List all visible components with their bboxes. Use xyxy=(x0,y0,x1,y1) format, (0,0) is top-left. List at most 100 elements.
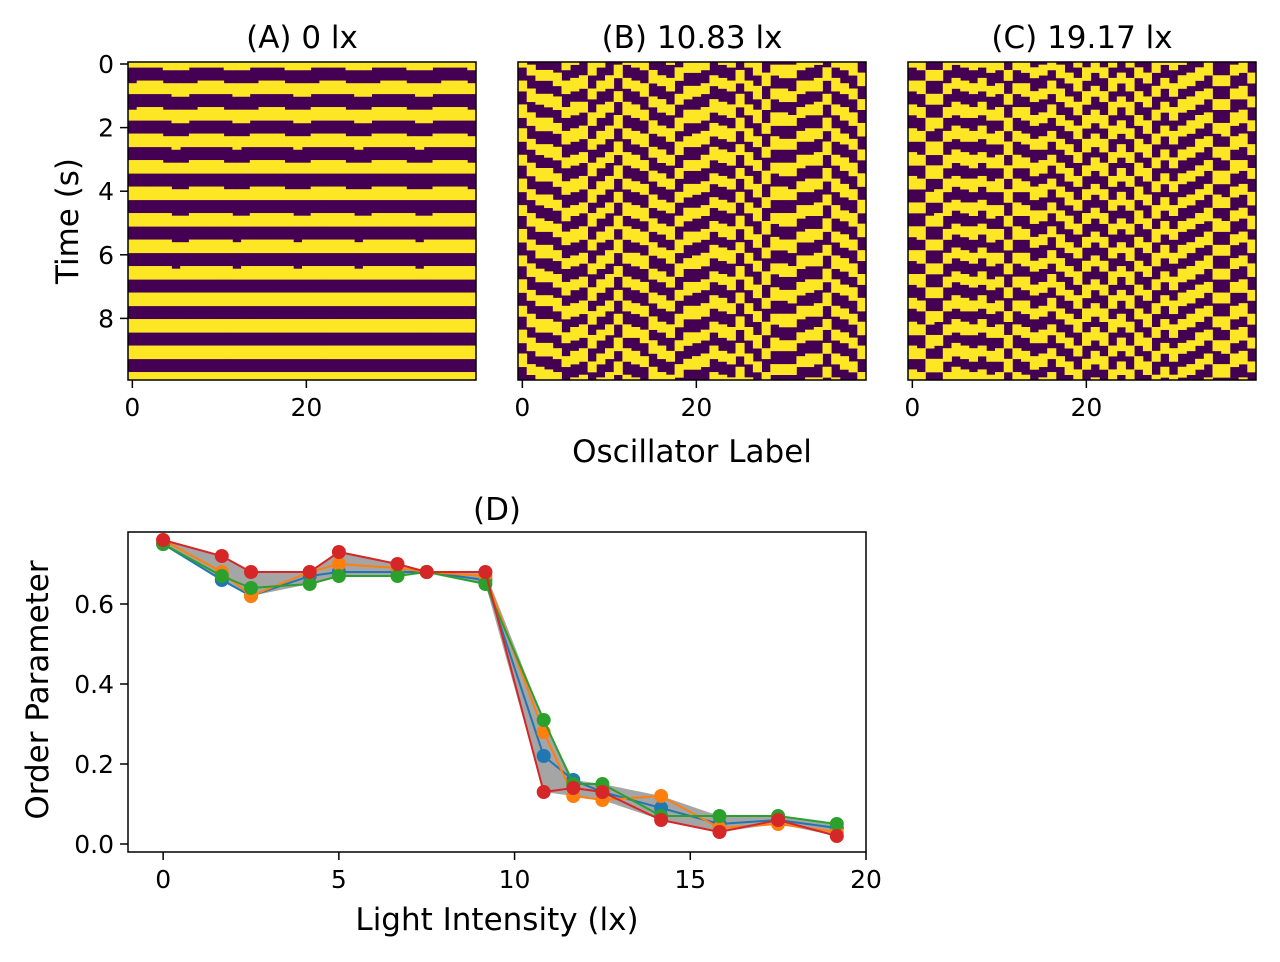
heatmap-cell xyxy=(908,369,918,381)
heatmap-cell xyxy=(467,62,477,71)
heatmap-cell xyxy=(1169,374,1179,381)
heatmap-cell xyxy=(328,345,338,360)
heatmap-cell xyxy=(467,162,477,174)
heatmap-cell xyxy=(986,109,996,121)
heatmap-cell xyxy=(223,266,233,280)
heatmap-cell xyxy=(336,186,346,201)
heatmap-cell xyxy=(1082,260,1092,272)
heatmap-cell xyxy=(857,321,867,336)
heatmap-cell xyxy=(735,366,745,381)
heatmap-cell xyxy=(752,109,762,124)
heatmap-cell xyxy=(319,62,329,68)
heatmap-cell xyxy=(128,186,138,201)
heatmap-cell xyxy=(552,72,562,87)
heatmap-cell xyxy=(389,345,399,360)
heatmap-cell xyxy=(145,239,155,254)
heatmap-cell xyxy=(1195,67,1205,81)
heatmap-cell xyxy=(622,226,632,240)
heatmap-cell xyxy=(744,104,754,116)
heatmap-cell xyxy=(1203,160,1213,171)
heatmap-cell xyxy=(406,213,416,227)
heatmap-cell xyxy=(223,372,233,381)
heatmap-cell xyxy=(526,88,536,103)
heatmap-cell xyxy=(1169,228,1179,240)
heatmap-cell xyxy=(215,62,225,68)
heatmap-cell xyxy=(336,319,346,333)
heatmap-cell xyxy=(293,83,303,97)
heatmap-cell xyxy=(362,83,372,97)
heatmap-cell xyxy=(665,276,675,288)
heatmap-cell xyxy=(1116,96,1126,108)
heatmap-cell xyxy=(1064,215,1074,230)
heatmap-cell xyxy=(467,83,477,95)
heatmap-cell xyxy=(380,345,390,360)
heatmap-cell xyxy=(1038,305,1048,317)
heatmap-cell xyxy=(986,374,996,381)
heatmap-cell xyxy=(805,228,815,243)
heatmap-cell xyxy=(960,62,970,68)
heatmap-cell xyxy=(544,168,554,182)
heatmap-cell xyxy=(1116,218,1126,230)
heatmap-cell xyxy=(1151,279,1161,291)
heatmap-cell xyxy=(188,345,198,360)
heatmap-cell xyxy=(613,239,623,254)
heatmap-cell xyxy=(267,319,277,333)
heatmap-cell xyxy=(267,80,277,95)
heatmap-cell xyxy=(1238,207,1248,219)
heatmap-cell xyxy=(188,319,198,333)
heatmap-cell xyxy=(1229,136,1239,150)
heatmap-cell xyxy=(197,186,207,201)
heatmap-cell xyxy=(1203,255,1213,269)
heatmap-cell xyxy=(1186,72,1196,87)
heatmap-cell xyxy=(1099,356,1109,370)
heatmap-cell xyxy=(683,183,693,198)
heatmap-cell xyxy=(345,319,355,333)
heatmap-cell xyxy=(770,287,780,301)
heatmap-cell xyxy=(206,80,216,95)
heatmap-cell xyxy=(397,345,407,360)
heatmap-cell xyxy=(162,292,172,307)
heatmap-cell xyxy=(968,154,978,169)
heatmap-cell xyxy=(561,157,571,169)
heatmap-cell xyxy=(1055,234,1065,248)
heatmap-cell xyxy=(726,80,736,92)
heatmap-cell xyxy=(718,274,728,285)
heatmap-cell xyxy=(700,353,710,368)
heatmap-cell xyxy=(1125,101,1135,116)
heatmap-cell xyxy=(197,292,207,307)
heatmap-cell xyxy=(752,160,762,171)
heatmap-cell xyxy=(1099,308,1109,322)
heatmap-cell xyxy=(1021,83,1031,97)
heatmap-cell xyxy=(397,239,407,254)
heatmap-cell xyxy=(1021,62,1031,73)
heatmap-cell xyxy=(1177,221,1187,232)
heatmap-cell xyxy=(1055,186,1065,198)
heatmap-cell xyxy=(162,109,172,121)
heatmap-cell xyxy=(1125,152,1135,163)
heatmap-cell xyxy=(518,329,528,344)
y-tick-label: 4 xyxy=(98,177,114,206)
heatmap-cell xyxy=(916,80,926,95)
heatmap-cell xyxy=(397,372,407,381)
heatmap-cell xyxy=(622,77,632,89)
heatmap-cell xyxy=(1003,165,1013,179)
heatmap-cell xyxy=(796,332,806,344)
heatmap-cell xyxy=(995,300,1005,312)
heatmap-cell xyxy=(171,189,181,201)
heatmap-cell xyxy=(441,319,451,333)
heatmap-cell xyxy=(415,215,425,227)
heatmap-cell xyxy=(674,239,684,254)
heatmap-cell xyxy=(822,141,832,156)
heatmap-cell xyxy=(441,292,451,307)
heatmap-cell xyxy=(310,160,320,174)
heatmap-cell xyxy=(848,337,858,349)
heatmap-cell xyxy=(622,348,632,362)
heatmap-cell xyxy=(1099,138,1109,153)
heatmap-cell xyxy=(726,353,736,365)
heatmap-cell xyxy=(831,255,841,269)
heatmap-cell xyxy=(942,252,952,264)
heatmap-cell xyxy=(1169,62,1179,71)
heatmap-cell xyxy=(1247,263,1257,277)
heatmap-cell xyxy=(215,160,225,174)
heatmap-cell xyxy=(813,228,823,240)
